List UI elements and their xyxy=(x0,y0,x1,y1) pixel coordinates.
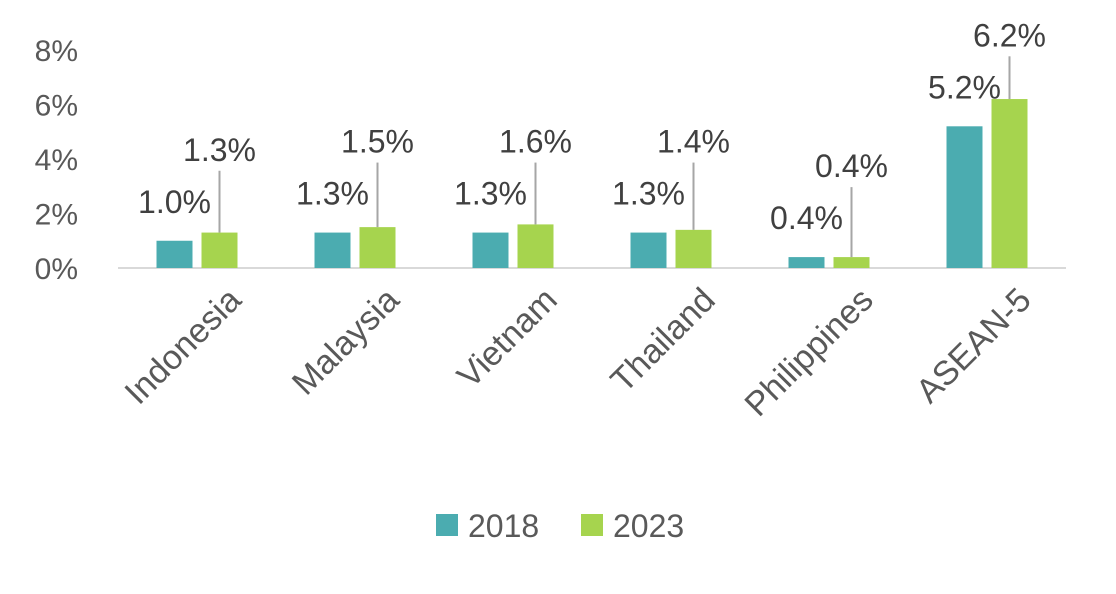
y-tick-label: 8% xyxy=(35,35,78,68)
data-label: 1.3% xyxy=(454,176,527,212)
y-tick-label: 4% xyxy=(35,144,78,177)
bar-2023 xyxy=(991,99,1028,268)
y-tick-label: 6% xyxy=(35,90,78,123)
bar-2023 xyxy=(359,227,396,268)
category-labels: Indonesia Malaysia Vietnam Thailand Philippi… xyxy=(118,281,1039,424)
data-label: 0.4% xyxy=(770,200,843,236)
bar-2023 xyxy=(201,232,238,268)
category-label: Philippines xyxy=(738,281,881,424)
bar-2018 xyxy=(946,126,983,268)
category-label: Thailand xyxy=(604,281,723,400)
bars xyxy=(156,99,1028,268)
data-label: 1.0% xyxy=(138,184,211,220)
data-label: 1.6% xyxy=(499,124,572,160)
data-labels: 1.0% 1.3% 1.3% 1.5% 1.3% 1.6% 1.3% 1.4% 0.4% 0.4%… xyxy=(138,17,1046,258)
data-label: 1.3% xyxy=(612,176,685,212)
data-label: 1.3% xyxy=(183,132,256,168)
bar-2023 xyxy=(675,229,712,268)
data-label: 1.5% xyxy=(341,124,414,160)
bar-2018 xyxy=(630,232,667,268)
bar-2018 xyxy=(788,257,825,268)
data-label: 1.3% xyxy=(296,176,369,212)
bar-2023 xyxy=(833,257,870,268)
bar-2018 xyxy=(472,232,509,268)
y-tick-label: 0% xyxy=(35,253,78,286)
bar-2018 xyxy=(314,232,351,268)
y-axis: 0% 2% 4% 6% 8% xyxy=(35,35,78,286)
legend-label: 2018 xyxy=(468,508,539,544)
category-label: Indonesia xyxy=(118,281,249,412)
data-label: 1.4% xyxy=(657,124,730,160)
data-label: 5.2% xyxy=(928,69,1001,105)
legend: 2018 2023 xyxy=(436,508,684,544)
bar-2018 xyxy=(156,240,193,268)
legend-swatch xyxy=(436,514,458,536)
legend-swatch xyxy=(581,514,603,536)
bar-2023 xyxy=(517,224,554,268)
legend-label: 2023 xyxy=(613,508,684,544)
category-label: Vietnam xyxy=(450,281,565,396)
y-tick-label: 2% xyxy=(35,199,78,232)
category-label: ASEAN-5 xyxy=(909,281,1039,411)
data-label: 0.4% xyxy=(815,148,888,184)
data-label: 6.2% xyxy=(973,17,1046,53)
category-label: Malaysia xyxy=(285,281,407,403)
